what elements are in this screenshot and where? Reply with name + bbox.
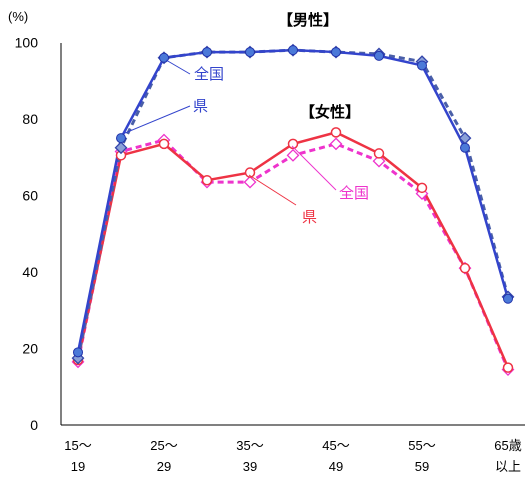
data-point-male-prefecture xyxy=(202,47,212,58)
y-tick-label: 100 xyxy=(15,35,39,51)
series-line-female-prefecture xyxy=(76,131,510,369)
male-national-leader xyxy=(165,59,191,75)
y-tick-label: 20 xyxy=(22,341,38,357)
data-point-female-national xyxy=(243,175,257,189)
male-prefecture-label: 県 xyxy=(193,97,208,115)
male-prefecture-leader xyxy=(124,105,191,134)
female-prefecture-leader xyxy=(248,174,297,206)
y-tick-label: 40 xyxy=(22,264,38,280)
data-point-female-prefecture xyxy=(244,167,256,178)
x-tick-label: 39 xyxy=(243,459,257,474)
data-point-female-prefecture xyxy=(502,362,514,373)
axes xyxy=(60,43,525,426)
series-markers xyxy=(71,43,515,376)
y-tick-label: 60 xyxy=(22,188,38,204)
y-unit-label: (%) xyxy=(8,9,28,24)
data-point-female-prefecture xyxy=(158,138,170,150)
data-point-male-prefecture xyxy=(331,47,341,58)
data-point-female-prefecture xyxy=(287,138,299,150)
x-tick-label: 以上 xyxy=(495,459,521,474)
data-point-male-prefecture xyxy=(73,347,83,358)
x-tick-label: 49 xyxy=(329,459,343,474)
data-point-male-prefecture xyxy=(417,60,427,71)
data-point-male-prefecture xyxy=(245,47,255,58)
female-national-label: 全国 xyxy=(339,184,369,202)
data-point-female-prefecture xyxy=(201,174,213,186)
male-group-label: 【男性】 xyxy=(278,11,338,29)
female-prefecture-label: 県 xyxy=(302,208,317,226)
series-line-male-prefecture xyxy=(76,48,510,353)
x-tick-label: 55～ xyxy=(408,438,435,453)
x-tick-label: 59 xyxy=(415,459,429,474)
data-point-male-prefecture xyxy=(288,45,298,56)
data-point-male-national xyxy=(114,141,128,155)
x-tick-label: 19 xyxy=(71,459,85,474)
x-tick-label: 25～ xyxy=(150,438,177,453)
data-point-male-prefecture xyxy=(460,142,470,153)
female-national-leader xyxy=(291,145,337,191)
data-point-female-prefecture xyxy=(330,127,342,138)
female-group-label: 【女性】 xyxy=(300,103,360,121)
data-point-female-national xyxy=(415,187,429,201)
male-national-label: 全国 xyxy=(194,65,224,83)
x-tick-label: 45～ xyxy=(322,438,349,453)
data-point-female-national xyxy=(286,148,300,162)
x-tick-label: 29 xyxy=(157,459,171,474)
series-line-female-national xyxy=(76,138,510,371)
x-tick-label: 35～ xyxy=(236,438,263,453)
x-tick-label: 65歳 xyxy=(494,438,521,453)
data-point-male-prefecture xyxy=(503,293,513,304)
data-point-female-prefecture xyxy=(373,148,385,159)
y-tick-labels: 0 20 40 60 80 100 xyxy=(15,35,39,434)
data-point-female-prefecture xyxy=(459,262,471,274)
data-point-female-national xyxy=(329,137,343,151)
data-point-female-national xyxy=(372,154,386,168)
y-tick-label: 0 xyxy=(30,417,38,433)
y-tick-label: 80 xyxy=(22,111,38,127)
data-point-male-prefecture xyxy=(374,50,384,61)
x-tick-label: 15～ xyxy=(64,438,91,453)
data-point-female-prefecture xyxy=(416,182,428,194)
data-point-male-prefecture xyxy=(116,133,126,144)
series-lines xyxy=(76,48,510,371)
